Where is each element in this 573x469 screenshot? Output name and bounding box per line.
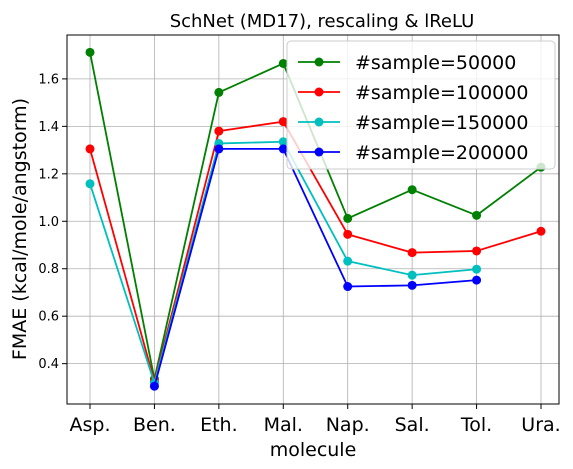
y-tick-label: 1.0 (38, 215, 59, 230)
x-tick-label: Ura. (521, 414, 560, 436)
data-point (472, 264, 482, 274)
data-point (536, 226, 546, 236)
data-point (472, 275, 482, 285)
data-point (407, 280, 417, 290)
data-point (278, 144, 288, 154)
legend-label: #sample=50000 (355, 52, 516, 74)
legend-label: #sample=150000 (355, 112, 528, 134)
data-point (149, 381, 159, 391)
y-tick-label: 1.4 (38, 120, 59, 135)
y-tick-label: 1.6 (38, 72, 59, 87)
series-line (153, 148, 477, 387)
series-4 (149, 144, 482, 391)
series-layer (85, 47, 546, 391)
legend-box (286, 40, 556, 170)
data-point (278, 117, 288, 127)
x-tick-label: Ben. (133, 414, 176, 436)
data-point (214, 87, 224, 97)
data-point (214, 144, 224, 154)
data-point (85, 144, 95, 154)
data-point (472, 210, 482, 220)
data-point (278, 58, 288, 68)
y-tick-label: 1.2 (38, 167, 59, 182)
legend-marker (314, 117, 324, 127)
data-point (343, 213, 353, 223)
legend-marker (314, 87, 324, 97)
y-tick-label: 0.8 (38, 262, 59, 277)
x-tick-label: Eth. (200, 414, 238, 436)
x-tick-label: Sal. (395, 414, 430, 436)
data-point (343, 282, 353, 292)
data-point (278, 137, 288, 147)
data-point (85, 179, 95, 189)
y-axis-label: FMAE (kcal/mole/angstorm) (9, 98, 31, 360)
legend-marker (314, 147, 324, 157)
x-tick-label: Mal. (264, 414, 303, 436)
plot-frame (66, 34, 560, 405)
x-tick-label: Nap. (326, 414, 370, 436)
legend-marker (314, 57, 324, 67)
x-tick-label: Asp. (70, 414, 111, 436)
chart-title: SchNet (MD17), rescaling & lReLU (170, 11, 475, 32)
x-tick-label: Tol. (460, 414, 492, 436)
y-tick-label: 0.4 (38, 357, 59, 372)
data-point (85, 47, 95, 57)
x-axis-label: molecule (270, 439, 357, 461)
legend: #sample=50000 #sample=100000 #sample=15000… (286, 40, 556, 170)
data-point (343, 256, 353, 266)
y-tick-label: 0.6 (38, 310, 59, 325)
data-point (407, 185, 417, 195)
data-point (343, 229, 353, 239)
axes: Asp. Ben. Eth. Mal. Nap. Sal. Tol. Ura. 0.4 0.6 0.… (38, 72, 560, 436)
legend-label: #sample=100000 (355, 82, 528, 104)
data-point (407, 270, 417, 280)
legend-label: #sample=200000 (355, 142, 528, 164)
data-point (472, 246, 482, 256)
data-point (407, 248, 417, 258)
data-point (214, 126, 224, 136)
